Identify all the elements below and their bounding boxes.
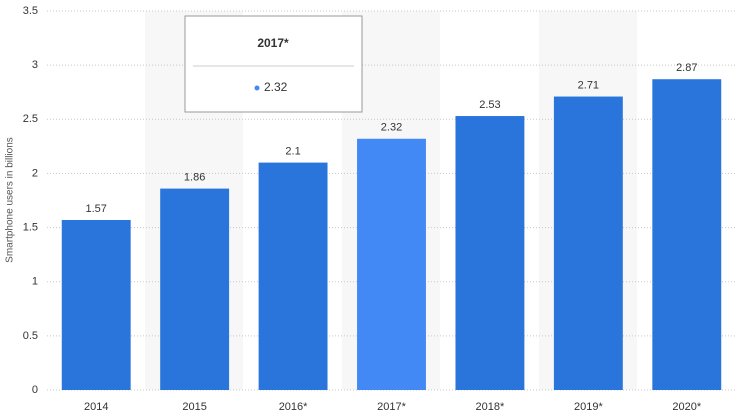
x-tick-label: 2019*: [574, 401, 603, 413]
bar: [652, 79, 722, 390]
data-label: 1.86: [184, 171, 205, 183]
bar: [258, 162, 328, 390]
data-label: 2.87: [676, 62, 697, 74]
y-tick-label: 2: [32, 167, 38, 179]
y-tick-label: 2.5: [23, 113, 38, 125]
data-label: 1.57: [86, 203, 107, 215]
data-label: 2.53: [479, 99, 500, 111]
y-tick-label: 3.5: [23, 5, 38, 17]
tooltip-box: [184, 15, 363, 113]
x-tick-label: 2020*: [672, 401, 701, 413]
y-tick-label: 3: [32, 59, 38, 71]
y-tick-label: 0: [32, 384, 38, 396]
data-label: 2.32: [381, 122, 402, 134]
bar: [357, 138, 426, 390]
x-tick-label: 2015: [182, 401, 206, 413]
tooltip-dot: [254, 85, 260, 91]
x-tick-label: 2014: [84, 401, 108, 413]
bar: [455, 116, 525, 390]
data-label: 2.1: [285, 146, 300, 158]
x-tick-label: 2017*: [377, 401, 406, 413]
y-axis-title: Smartphone users in billions: [5, 137, 16, 263]
y-tick-label: 1.5: [23, 221, 38, 233]
x-tick-label: 2016*: [279, 401, 308, 413]
bar: [553, 96, 623, 390]
bar: [160, 188, 230, 390]
tooltip-title: 2017*: [257, 36, 289, 50]
y-tick-label: 1: [32, 276, 38, 288]
tooltip: 2017* 2.32: [184, 15, 363, 113]
tooltip-value: 2.32: [264, 80, 288, 94]
bar: [61, 219, 131, 390]
x-tick-label: 2018*: [476, 401, 505, 413]
data-label: 2.71: [578, 79, 599, 91]
y-tick-label: 0.5: [23, 330, 38, 342]
